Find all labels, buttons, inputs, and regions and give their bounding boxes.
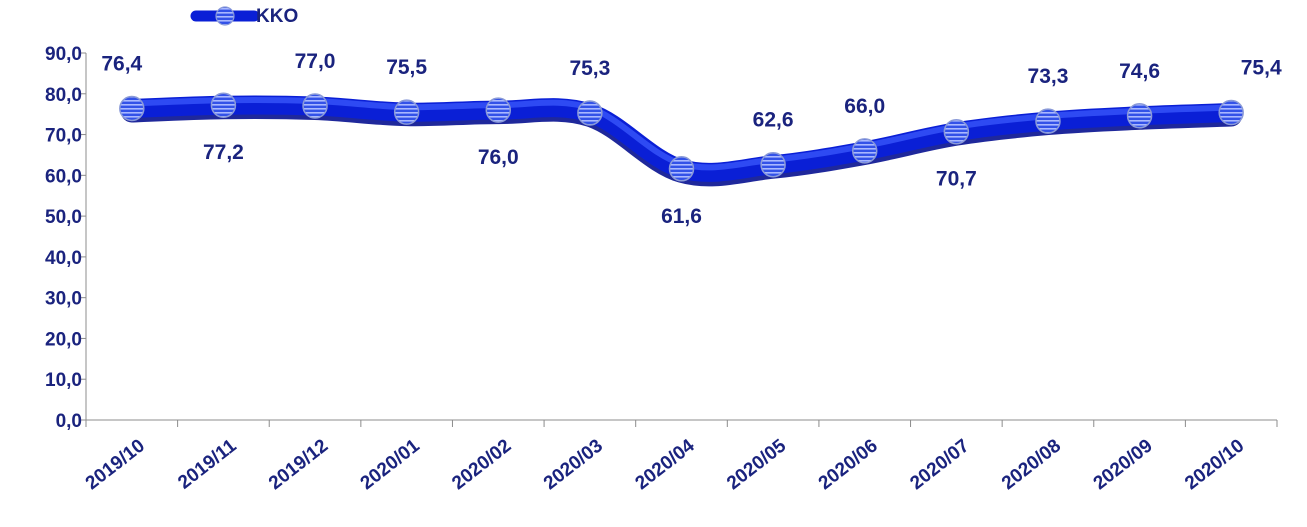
data-point-marker (943, 118, 970, 145)
x-tick-label: 2020/01 (357, 435, 424, 494)
y-tick-label: 10,0 (45, 370, 82, 391)
data-label: 77,2 (203, 141, 244, 164)
legend-label: KKO (256, 6, 298, 27)
data-markers (119, 92, 1244, 182)
data-label: 75,4 (1241, 57, 1282, 80)
y-tick-label: 70,0 (45, 126, 82, 147)
data-point-marker (393, 99, 420, 125)
x-tick-label: 2020/08 (998, 435, 1065, 494)
x-tick-label: 2020/07 (906, 435, 973, 494)
data-label: 61,6 (661, 205, 702, 228)
y-tick-label: 0,0 (56, 411, 82, 432)
data-point-marker (668, 156, 695, 182)
x-tick-label: 2020/06 (815, 435, 882, 494)
data-label: 66,0 (844, 95, 885, 118)
data-point-marker (210, 92, 237, 118)
data-point-marker (302, 93, 328, 119)
data-point-marker (577, 100, 603, 126)
y-tick-label: 20,0 (45, 329, 82, 350)
data-point-marker (760, 151, 786, 178)
y-tick-label: 40,0 (45, 248, 82, 269)
data-point-marker (485, 97, 512, 123)
data-label: 70,7 (936, 168, 977, 191)
x-ticks: 2019/10 2019/11 2019/12 2020/01 2020/02 2020/… (82, 420, 1278, 494)
x-tick-label: 2019/12 (265, 435, 332, 494)
data-label: 75,3 (569, 57, 610, 80)
data-label: 75,5 (386, 56, 427, 79)
data-label: 76,0 (478, 146, 519, 169)
data-point-marker (851, 138, 878, 164)
y-tick-label: 50,0 (45, 207, 82, 228)
y-tick-label: 90,0 (45, 44, 82, 65)
x-tick-label: 2020/10 (1181, 435, 1248, 494)
y-tick-label: 30,0 (45, 289, 82, 310)
y-ticks: 0,0 10,0 20,0 30,0 40,0 50,0 60,0 70,0 80,0 90,0 (45, 44, 86, 432)
axes (85, 53, 1277, 421)
data-point-marker (1218, 99, 1244, 126)
legend-swatch-marker (215, 6, 235, 26)
data-point-marker (1126, 103, 1153, 129)
x-tick-label: 2019/11 (174, 435, 241, 493)
x-tick-label: 2020/03 (540, 435, 607, 494)
x-tick-label: 2020/04 (632, 435, 699, 494)
y-tick-label: 80,0 (45, 85, 82, 106)
x-tick-label: 2020/09 (1090, 435, 1157, 494)
x-tick-label: 2020/02 (448, 435, 515, 494)
legend: KKO (190, 6, 298, 27)
data-label: 76,4 (101, 52, 142, 75)
data-point-marker (1035, 108, 1061, 134)
data-label: 62,6 (753, 109, 794, 132)
data-point-marker (119, 95, 145, 122)
x-tick-label: 2019/10 (82, 435, 149, 494)
data-labels: 76,4 77,2 77,0 75,5 76,0 75,3 61,6 62,6 66,0 70,7… (101, 50, 1282, 228)
data-label: 77,0 (295, 50, 336, 73)
data-label: 73,3 (1028, 65, 1069, 88)
y-tick-label: 60,0 (45, 166, 82, 187)
legend-swatch (190, 6, 260, 26)
x-tick-label: 2020/05 (723, 435, 790, 494)
data-label: 74,6 (1119, 60, 1160, 83)
